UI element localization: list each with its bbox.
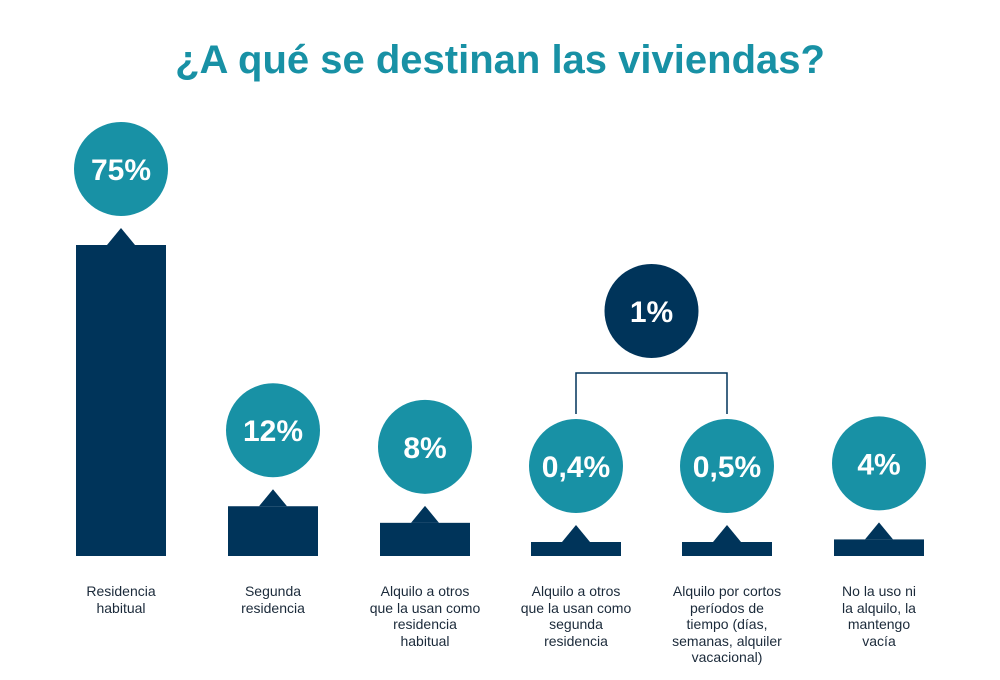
bar-1 [76, 245, 166, 556]
bar-4 [531, 542, 621, 556]
chart-title: ¿A qué se destinan las viviendas? [175, 38, 825, 82]
value-label-1: 75% [91, 154, 151, 187]
value-label-5: 0,5% [693, 451, 761, 484]
category-label-4: Alquilo a otros que la usan como segunda re… [520, 583, 632, 649]
bar-6 [834, 539, 924, 556]
value-label-2: 12% [243, 415, 303, 448]
value-bubble-5 [680, 419, 774, 513]
bar-pointer-3 [411, 505, 439, 523]
bar-pointer-2 [259, 489, 287, 507]
value-bubble-4 [529, 419, 623, 513]
value-label-3: 8% [403, 432, 446, 465]
bar-5 [682, 542, 772, 556]
bar-pointer-6 [865, 522, 893, 540]
category-label-6: No la uso ni la alquilo, la mantengo vacía [842, 583, 916, 649]
group-value-label: 1% [630, 296, 673, 329]
value-bubble-2 [226, 383, 320, 478]
bar-pointer-1 [107, 228, 135, 245]
value-bubble-1 [74, 122, 168, 216]
value-label-6: 4% [857, 448, 900, 481]
category-label-5: Alquilo por cortos períodos de tiempo (día… [672, 583, 782, 665]
value-bubble-6 [832, 416, 926, 511]
bar-3 [380, 522, 470, 556]
bar-pointer-4 [562, 525, 590, 542]
value-bubble-3 [378, 399, 472, 494]
category-label-1: Residencia habitual [86, 583, 156, 616]
group-bracket [575, 372, 728, 414]
bar-2 [228, 506, 318, 556]
group-bubble [604, 264, 699, 358]
value-label-4: 0,4% [542, 451, 610, 484]
category-label-3: Alquilo a otros que la usan como residenci… [369, 583, 481, 649]
bar-pointer-5 [713, 525, 741, 542]
category-label-2: Segunda residencia [241, 583, 305, 616]
